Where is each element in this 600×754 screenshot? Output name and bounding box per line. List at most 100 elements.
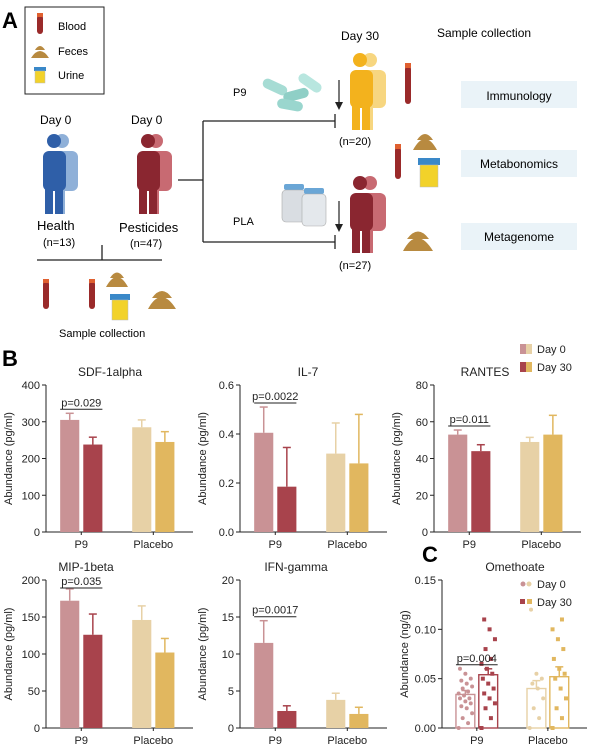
baseline-sample-collection: Sample collection	[59, 328, 145, 340]
data-point	[492, 637, 497, 642]
x-tick-label: P9	[463, 539, 476, 551]
pla-arrow-head-icon	[335, 224, 343, 232]
chart-1: IL-7 0.0 0.2 0.4 0.6 Abundance (pg/ml) P9 Place…	[197, 365, 387, 551]
data-point	[483, 647, 488, 652]
data-point	[482, 617, 487, 622]
y-tick-label: 0	[228, 723, 234, 735]
data-point	[535, 686, 540, 691]
chart-title: Omethoate	[485, 560, 545, 574]
data-point	[539, 676, 544, 681]
x-tick-label: P9	[75, 539, 88, 551]
data-point	[551, 656, 556, 661]
y-tick-label: 300	[22, 417, 40, 429]
bar	[543, 434, 563, 532]
p-value: p=0.035	[61, 576, 101, 588]
pla-day30-person-icon	[350, 176, 386, 253]
metabonomics-box	[461, 150, 577, 177]
data-point	[492, 701, 497, 706]
health-label: Health	[37, 218, 75, 233]
y-tick-label: 40	[416, 454, 428, 466]
x-tick-label: P9	[75, 735, 88, 747]
bar	[448, 434, 468, 532]
y-tick-label: 100	[22, 490, 40, 502]
legend-swatch	[520, 344, 526, 354]
data-point	[483, 706, 488, 711]
pesticides-label: Pesticides	[119, 220, 179, 235]
data-point	[527, 726, 532, 730]
y-tick-label: 0.05	[415, 674, 436, 686]
bar	[471, 451, 491, 532]
data-point	[541, 696, 546, 701]
data-point	[487, 627, 492, 632]
y-tick-label: 400	[22, 380, 40, 392]
legend-label: Day 0	[537, 344, 566, 356]
data-point	[470, 684, 475, 689]
y-tick-label: 0.00	[415, 723, 436, 735]
data-point	[559, 617, 564, 622]
data-point	[557, 666, 562, 671]
bar	[132, 619, 152, 728]
y-axis-label: Abundance (pg/ml)	[3, 608, 15, 701]
p9-day30-person-icon	[350, 53, 386, 130]
randomization-bracket	[178, 114, 336, 249]
data-point	[479, 661, 484, 666]
data-point	[459, 704, 464, 709]
data-point	[464, 681, 469, 686]
day30-label: Day 30	[341, 29, 379, 43]
data-point	[530, 681, 535, 686]
panel-a-label: A	[2, 8, 18, 33]
data-point	[479, 726, 484, 730]
y-axis-label: Abundance (pg/ml)	[197, 608, 209, 701]
baseline-samples-icons	[43, 272, 176, 321]
bar	[520, 441, 540, 532]
chart-title: IFN-gamma	[264, 560, 328, 574]
panel-b-label: B	[2, 346, 18, 371]
data-point	[464, 706, 469, 711]
bar	[326, 699, 346, 728]
baseline-bracket	[37, 245, 162, 261]
bar	[83, 634, 103, 728]
data-point	[460, 716, 465, 721]
y-axis-label: Abundance (ng/g)	[399, 610, 411, 697]
bar	[132, 427, 152, 532]
metagenome-box	[461, 223, 577, 250]
p9-group-label: P9	[233, 87, 246, 99]
chart-title: RANTES	[461, 365, 510, 379]
data-point	[555, 637, 560, 642]
health-person-icon	[43, 134, 78, 214]
bar	[277, 486, 297, 532]
y-tick-label: 80	[416, 380, 428, 392]
y-axis-label: Abundance (pg/ml)	[3, 412, 15, 505]
placebo-bottles-icon	[281, 184, 327, 227]
p9-arrow-head-icon	[335, 102, 343, 110]
data-point	[553, 676, 558, 681]
data-point	[559, 716, 564, 721]
data-point	[457, 696, 462, 701]
data-point	[463, 671, 468, 676]
x-tick-label: P9	[269, 539, 282, 551]
health-n: (n=13)	[43, 237, 75, 249]
p-value: p=0.029	[61, 397, 101, 409]
y-tick-label: 20	[416, 490, 428, 502]
y-tick-label: 150	[22, 612, 40, 624]
data-point	[482, 691, 487, 696]
data-point	[558, 686, 563, 691]
y-tick-label: 100	[22, 649, 40, 661]
y-tick-label: 0.15	[415, 575, 436, 587]
data-point	[463, 699, 468, 704]
p9-capsules-icon	[262, 73, 322, 112]
y-tick-label: 0.0	[219, 527, 234, 539]
p9-n: (n=20)	[339, 136, 371, 148]
data-point	[456, 691, 461, 696]
data-point	[462, 693, 467, 698]
sample-collection-day30: Sample collection	[437, 26, 531, 40]
bar	[254, 432, 274, 532]
y-tick-label: 15	[222, 612, 234, 624]
y-tick-label: 0	[34, 527, 40, 539]
legend-label: Day 30	[537, 362, 572, 374]
legend-swatch	[520, 362, 526, 372]
legend-marker	[527, 599, 532, 604]
data-point	[484, 666, 489, 671]
y-tick-label: 0.10	[415, 624, 436, 636]
y-tick-label: 200	[22, 454, 40, 466]
